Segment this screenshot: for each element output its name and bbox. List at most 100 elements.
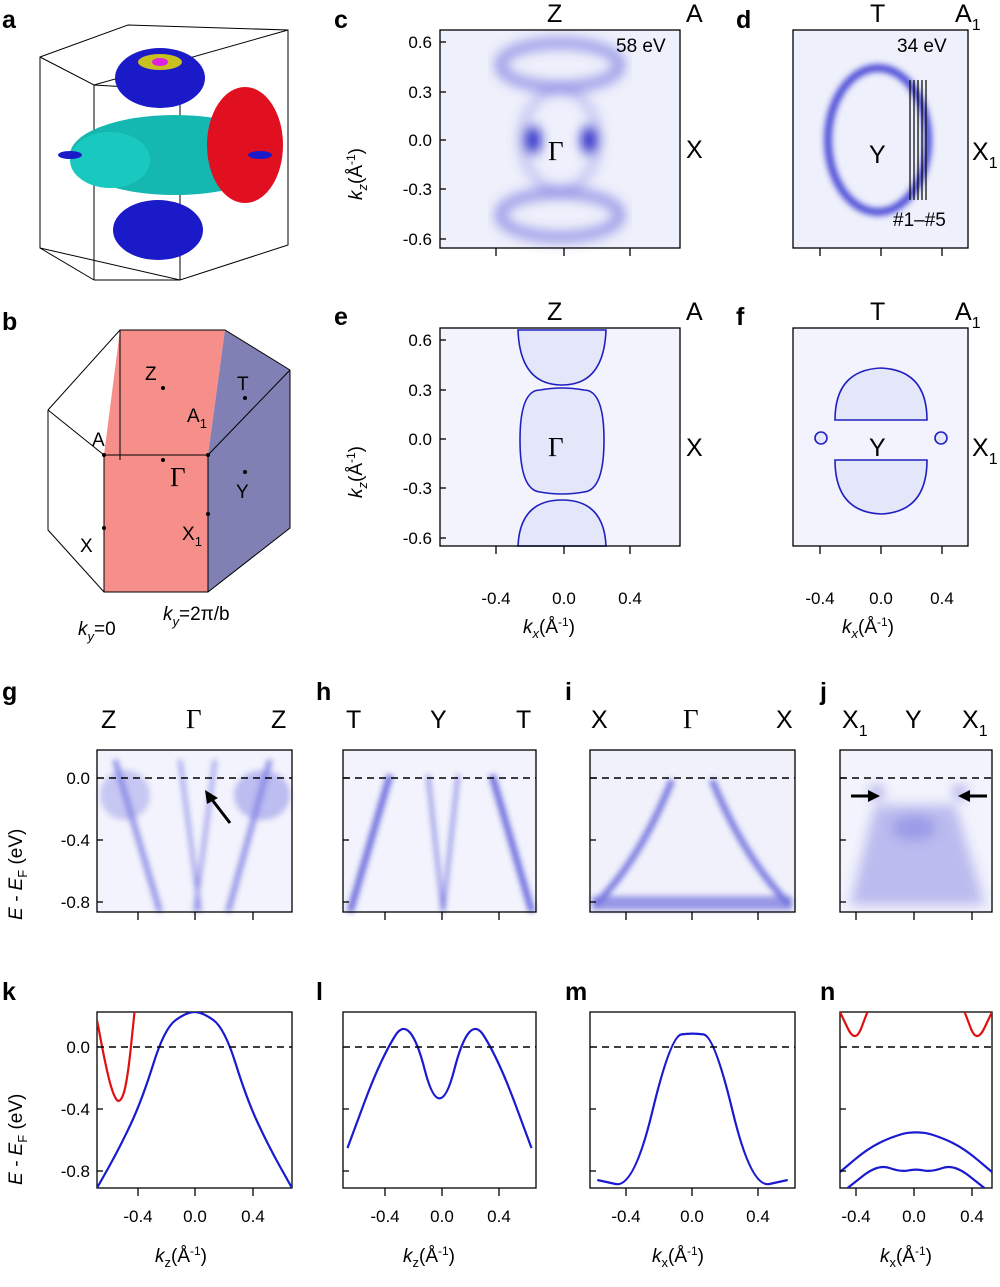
calc-l-frame <box>342 1011 537 1189</box>
cut-i-top-left: X <box>591 706 608 734</box>
cut-i-top-center: Γ <box>683 704 699 734</box>
brillouin-zone-schematic <box>47 329 291 593</box>
calc-k-tick-0.4: 0.4 <box>241 1207 265 1226</box>
map-c-top-z: Z <box>547 0 562 28</box>
map-f-top-t: T <box>870 298 885 326</box>
map-e-top-z: Z <box>547 298 562 326</box>
cut-j-frame <box>839 749 993 913</box>
map-f-right-x1: X1 <box>972 434 998 468</box>
panel-a: a <box>2 6 289 281</box>
map-c-kz-tick-0.6: 0.6 <box>408 33 432 52</box>
panel-label-m: m <box>565 978 587 1006</box>
map-c-photon-energy: 58 eV <box>616 36 666 57</box>
panel-label-f: f <box>736 303 745 331</box>
calc-k-bands <box>97 1012 292 1188</box>
arrow-g <box>208 796 232 824</box>
cut-h-intensity <box>347 774 535 913</box>
cut-h-top-center: Y <box>430 706 447 734</box>
map-d-top-t: T <box>870 0 885 28</box>
panel-label-k: k <box>2 978 16 1006</box>
calc-m-axis-label: kx(Å-1) <box>652 1244 704 1270</box>
panel-label-l: l <box>316 978 323 1006</box>
calc-k-axis-label: kz(Å-1) <box>155 1244 207 1270</box>
calc-n-tick-0.0: 0.0 <box>902 1207 926 1226</box>
cut-h-frame <box>342 749 537 913</box>
map-f-kx-axis-label: kx(Å-1) <box>842 615 894 641</box>
calc-m-band-0 <box>597 1032 788 1186</box>
calc-n-tick-neg0.4: -0.4 <box>841 1207 870 1226</box>
cut-energy-axis-label: E - EF (eV) <box>6 829 30 920</box>
calc-l-tick-0.4: 0.4 <box>487 1207 511 1226</box>
bz-label-z: Z <box>145 364 157 385</box>
panel-label-a: a <box>2 6 17 34</box>
cut-g-top-center: Γ <box>186 704 202 734</box>
cut-j-top-left: X1 <box>842 706 868 740</box>
cut-i-top-right: X <box>776 706 793 734</box>
calc-l-tick-0.0: 0.0 <box>430 1207 454 1226</box>
calc-n-band-1 <box>846 1165 986 1188</box>
map-c-kz-tick-0.0: 0.0 <box>408 131 432 150</box>
calc-n-frame <box>839 1011 993 1189</box>
calc-n-band-2 <box>840 1012 869 1038</box>
calc-m-tick-0.4: 0.4 <box>746 1207 770 1226</box>
map-d-center-y: Y <box>869 141 886 169</box>
bz-label-y: Y <box>236 482 249 503</box>
panel-b: b Z T A A1 Γ Y X X1 ky=0 ky=2π/b <box>2 308 291 644</box>
bz-label-gamma: Γ <box>170 462 186 492</box>
bz-label-t: T <box>237 374 249 395</box>
map-e-kz-tick-neg0.6: -0.6 <box>403 529 432 548</box>
panel-k: k <box>2 978 293 1189</box>
calc-m-frame <box>589 1011 796 1189</box>
cut-j-top-center: Y <box>905 706 922 734</box>
map-e-kx-tick-neg0.4: -0.4 <box>481 589 510 608</box>
map-f-kx-tick-0.4: 0.4 <box>930 589 954 608</box>
map-axes: 0.6 0.3 0.0 -0.3 -0.6 0.6 0.3 0.0 -0.3 -… <box>344 33 954 641</box>
panel-n: n <box>820 978 993 1189</box>
panel-label-h: h <box>316 678 331 706</box>
map-c-kz-tick-neg0.6: -0.6 <box>403 230 432 249</box>
calc-e-tick-0.0: 0.0 <box>66 1038 90 1057</box>
map-f-center-y: Y <box>869 434 886 462</box>
cut-h-top-right: T <box>516 706 531 734</box>
panel-f: f T A1 X1 Y <box>736 298 998 547</box>
panel-label-n: n <box>820 978 835 1006</box>
cut-h-top-left: T <box>346 706 361 734</box>
calc-e-tick-neg0.8: -0.8 <box>61 1162 90 1181</box>
calc-n-tick-0.4: 0.4 <box>960 1207 984 1226</box>
panel-label-e: e <box>334 303 348 331</box>
bz-label-x1: X1 <box>182 524 202 549</box>
map-c-center-gamma: Γ <box>548 136 564 166</box>
panel-m: m <box>565 978 796 1189</box>
calc-l-axis-label: kz(Å-1) <box>403 1244 455 1270</box>
map-c-frame <box>439 29 681 249</box>
map-c-right-x: X <box>686 136 703 164</box>
panel-label-c: c <box>334 6 348 34</box>
panel-h: h T Y T <box>316 678 537 913</box>
panel-j: j X1 Y X1 <box>819 678 993 913</box>
map-e-kz-tick-0.3: 0.3 <box>408 381 432 400</box>
arrows-j <box>851 790 987 802</box>
map-e-top-a: A <box>686 298 703 326</box>
map-d-right-x1: X1 <box>972 138 998 172</box>
map-f-kx-tick-neg0.4: -0.4 <box>805 589 834 608</box>
panel-d: d T A1 X1 Y 34 eV #1–#5 <box>736 0 998 249</box>
calc-l-band-0 <box>346 1027 533 1149</box>
calc-energy-axis-label: E - EF (eV) <box>6 1094 30 1185</box>
map-e-kz-tick-0.6: 0.6 <box>408 331 432 350</box>
map-e-kz-axis-label: kz(Å-1) <box>344 446 370 498</box>
bz-label-x: X <box>80 536 93 557</box>
arrow-g-head <box>205 790 218 804</box>
panel-g: g Z Γ Z <box>2 678 293 913</box>
calc-k-band-0 <box>97 1012 292 1188</box>
panel-c: c Z A X Γ 58 eV <box>334 0 703 249</box>
cut-g-intensity <box>100 759 290 913</box>
panel-e: e Z A X Γ <box>334 298 703 547</box>
cut-label-ky2pib: ky=2π/b <box>163 604 230 629</box>
calc-k-tick-neg0.4: -0.4 <box>123 1207 152 1226</box>
calc-n-band-3 <box>963 1012 992 1038</box>
arpes-map-c-intensity <box>495 38 625 242</box>
calc-e-tick-neg0.4: -0.4 <box>61 1100 90 1119</box>
calc-row-axes: 0.0 -0.4 -0.8 -0.4 0.0 0.4 -0.4 0.0 0.4 … <box>6 1038 984 1270</box>
cut-e-tick-neg0.8: -0.8 <box>61 893 90 912</box>
